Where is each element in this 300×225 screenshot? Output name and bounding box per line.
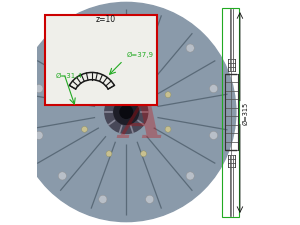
Circle shape xyxy=(114,100,139,125)
Circle shape xyxy=(106,68,112,74)
Circle shape xyxy=(209,132,218,140)
Text: z=10: z=10 xyxy=(95,15,116,24)
Circle shape xyxy=(82,92,87,98)
Circle shape xyxy=(58,45,66,53)
Circle shape xyxy=(146,22,154,30)
Circle shape xyxy=(99,195,107,203)
Circle shape xyxy=(141,68,146,74)
Circle shape xyxy=(186,45,194,53)
Circle shape xyxy=(105,91,148,134)
Bar xyxy=(222,9,239,217)
Circle shape xyxy=(141,151,146,157)
Text: Ø=315: Ø=315 xyxy=(243,101,249,125)
Circle shape xyxy=(165,92,171,98)
Circle shape xyxy=(146,195,154,203)
Text: Ø=31,4: Ø=31,4 xyxy=(56,73,83,79)
Circle shape xyxy=(82,127,87,133)
Text: Ø=37,9: Ø=37,9 xyxy=(127,52,154,58)
Circle shape xyxy=(106,151,112,157)
Bar xyxy=(45,16,157,106)
Text: A: A xyxy=(121,94,164,149)
Circle shape xyxy=(209,85,218,93)
Circle shape xyxy=(35,132,43,140)
Circle shape xyxy=(35,85,43,93)
Circle shape xyxy=(99,22,107,30)
Circle shape xyxy=(17,3,236,222)
Circle shape xyxy=(186,172,194,180)
Circle shape xyxy=(58,172,66,180)
Circle shape xyxy=(165,127,171,133)
Circle shape xyxy=(120,106,133,119)
